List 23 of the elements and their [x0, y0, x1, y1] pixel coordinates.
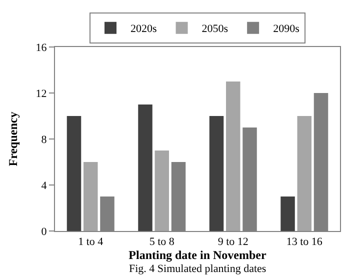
bar — [226, 82, 240, 231]
y-tick-label: 12 — [36, 88, 47, 100]
y-tick-label: 0 — [41, 226, 48, 238]
x-tick-label: 1 to 4 — [78, 236, 104, 248]
bar — [209, 116, 224, 231]
x-tick-label: 13 to 16 — [286, 236, 323, 248]
x-tick-label: 9 to 12 — [218, 236, 248, 248]
x-axis-title: Planting date in November — [128, 248, 267, 262]
legend-label: 2050s — [202, 23, 228, 36]
bar — [154, 150, 169, 231]
bar — [84, 162, 98, 231]
y-tick-label: 8 — [41, 134, 48, 146]
bar — [280, 196, 295, 231]
y-tick-label: 16 — [36, 42, 48, 54]
legend-label: 2090s — [273, 23, 300, 36]
bar — [138, 104, 152, 231]
bar — [66, 116, 82, 231]
legend-label: 2020s — [130, 23, 157, 36]
x-tick-label: 5 to 8 — [149, 236, 175, 248]
y-axis-title: Frequency — [6, 112, 20, 166]
bar — [297, 116, 312, 231]
caption: Fig. 4 Simulated planting dates — [129, 263, 266, 275]
y-tick-label: 4 — [41, 180, 48, 192]
